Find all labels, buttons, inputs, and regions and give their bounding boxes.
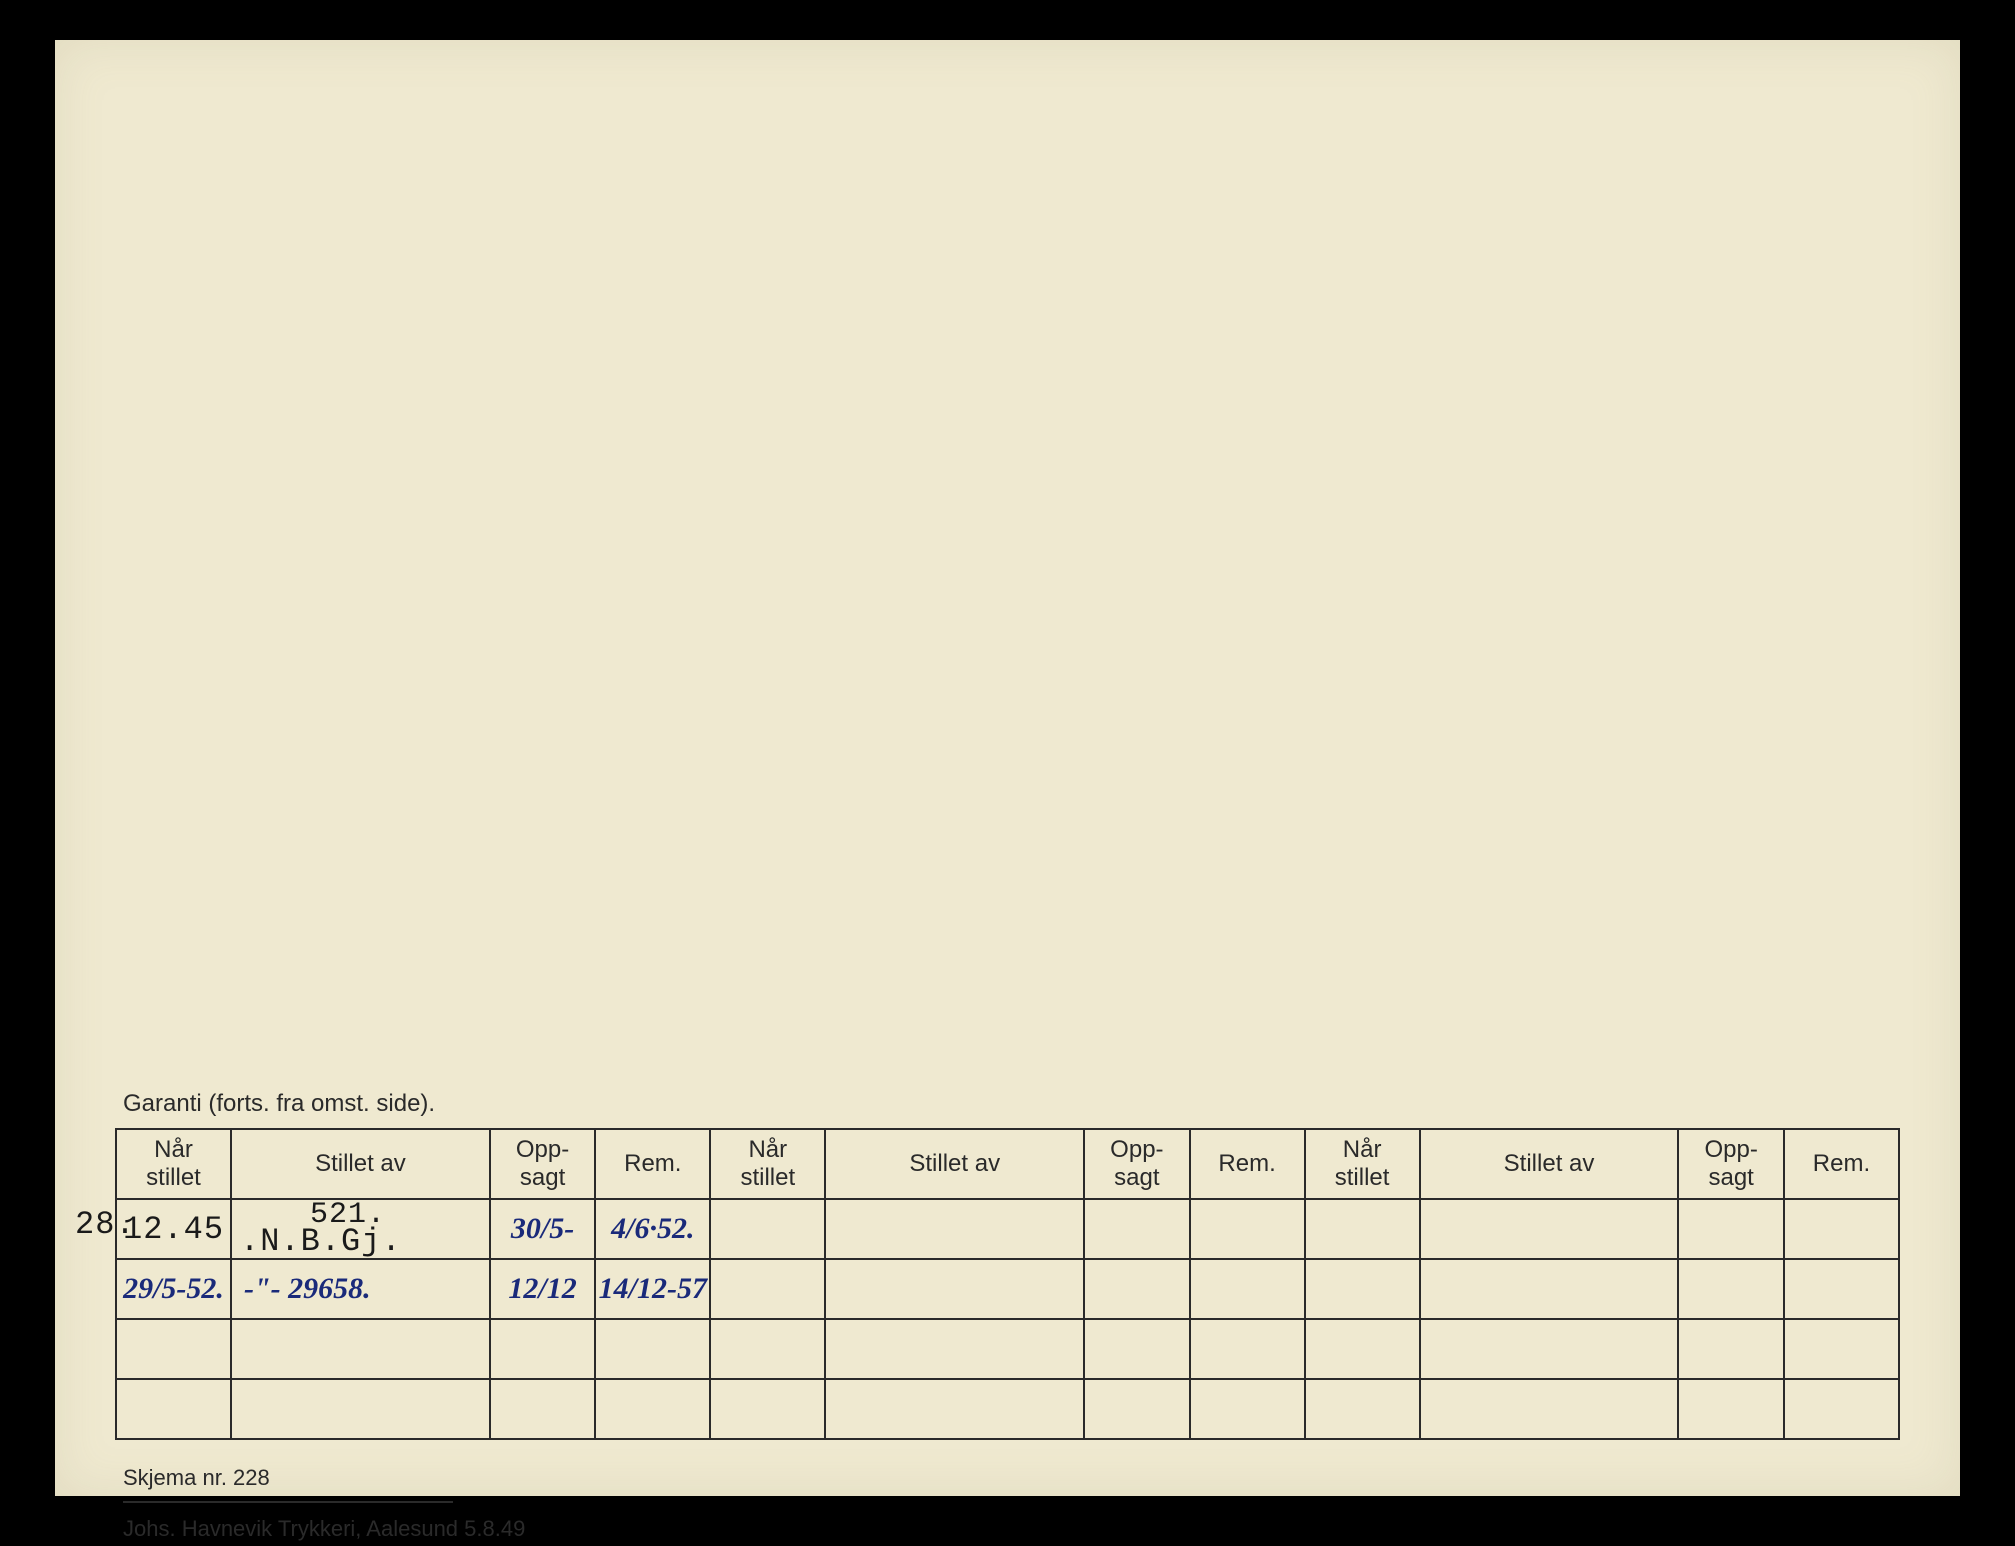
empty-cell [1305,1199,1420,1259]
col-opp-sagt: Opp- sagt [1084,1129,1189,1199]
empty-cell [710,1259,825,1319]
empty-cell [1784,1259,1899,1319]
empty-cell [1305,1259,1420,1319]
empty-cell [1678,1379,1783,1439]
col-nar-stillet: Når stillet [710,1129,825,1199]
empty-cell [1678,1319,1783,1379]
empty-cell [1190,1379,1305,1439]
empty-cell [1784,1199,1899,1259]
cell-opp-sagt: 12/12 [490,1259,595,1319]
table-caption: Garanti (forts. fra omst. side). [123,1090,1900,1118]
form-region: Garanti (forts. fra omst. side). Når sti… [115,1090,1900,1546]
guarantee-table: Når stillet Stillet av Opp- sagt Rem. Nå… [115,1128,1900,1440]
empty-cell [1784,1319,1899,1379]
empty-cell [1190,1259,1305,1319]
table-row: 12.45 521. .N.B.Gj. 30/5- 4/6·52. [116,1199,1899,1259]
table-row: 29/5-52. -"- 29658. 12/12 14/12-57 [116,1259,1899,1319]
empty-cell [1305,1379,1420,1439]
empty-cell [1420,1199,1679,1259]
row1-stillet: .N.B.Gj. [240,1226,402,1258]
cell-rem: 4/6·52. [595,1199,710,1259]
empty-cell [490,1319,595,1379]
col-stillet-av: Stillet av [1420,1129,1679,1199]
empty-cell [595,1319,710,1379]
empty-cell [825,1379,1084,1439]
col-stillet-av: Stillet av [231,1129,490,1199]
row1-opp: 30/5- [511,1212,574,1246]
empty-cell [231,1379,490,1439]
footer-printer: Johs. Havnevik Trykkeri, Aalesund 5.8.49 [123,1511,1900,1546]
empty-cell [710,1199,825,1259]
empty-cell [1678,1199,1783,1259]
col-nar-stillet: Når stillet [1305,1129,1420,1199]
empty-cell [1420,1259,1679,1319]
empty-cell [490,1379,595,1439]
row2-rem: 14/12-57 [599,1272,707,1306]
footer-form-number: Skjema nr. 228 [123,1460,1900,1495]
empty-cell [1084,1199,1189,1259]
row2-stillet: -"- 29658. [244,1272,371,1306]
paper-card: 28. Garanti (forts. fra omst. side). Når… [55,40,1960,1496]
row2-nar: 29/5-52. [123,1272,224,1306]
cell-stillet-av: 521. .N.B.Gj. [231,1199,490,1259]
empty-cell [825,1319,1084,1379]
cell-nar-stillet: 12.45 [116,1199,231,1259]
table-row [116,1379,1899,1439]
empty-cell [1420,1379,1679,1439]
empty-cell [710,1379,825,1439]
cell-opp-sagt: 30/5- [490,1199,595,1259]
row2-opp: 12/12 [508,1272,576,1306]
col-rem: Rem. [1784,1129,1899,1199]
cell-nar-stillet: 29/5-52. [116,1259,231,1319]
col-opp-sagt: Opp- sagt [490,1129,595,1199]
col-nar-stillet: Når stillet [116,1129,231,1199]
empty-cell [1084,1319,1189,1379]
empty-cell [825,1259,1084,1319]
col-rem: Rem. [1190,1129,1305,1199]
empty-cell [231,1319,490,1379]
empty-cell [595,1379,710,1439]
col-opp-sagt: Opp- sagt [1678,1129,1783,1199]
empty-cell [1190,1319,1305,1379]
empty-cell [1084,1379,1189,1439]
footer-rule [123,1501,453,1503]
empty-cell [1190,1199,1305,1259]
empty-cell [1305,1319,1420,1379]
empty-cell [1084,1259,1189,1319]
empty-cell [1678,1259,1783,1319]
empty-cell [116,1379,231,1439]
cell-rem: 14/12-57 [595,1259,710,1319]
col-rem: Rem. [595,1129,710,1199]
row1-nar: 12.45 [123,1211,224,1248]
footer: Skjema nr. 228 Johs. Havnevik Trykkeri, … [123,1460,1900,1546]
row1-rem: 4/6·52. [611,1212,694,1246]
col-stillet-av: Stillet av [825,1129,1084,1199]
empty-cell [1420,1319,1679,1379]
table-row [116,1319,1899,1379]
empty-cell [710,1319,825,1379]
header-row: Når stillet Stillet av Opp- sagt Rem. Nå… [116,1129,1899,1199]
cell-stillet-av: -"- 29658. [231,1259,490,1319]
empty-cell [825,1199,1084,1259]
empty-cell [116,1319,231,1379]
empty-cell [1784,1379,1899,1439]
